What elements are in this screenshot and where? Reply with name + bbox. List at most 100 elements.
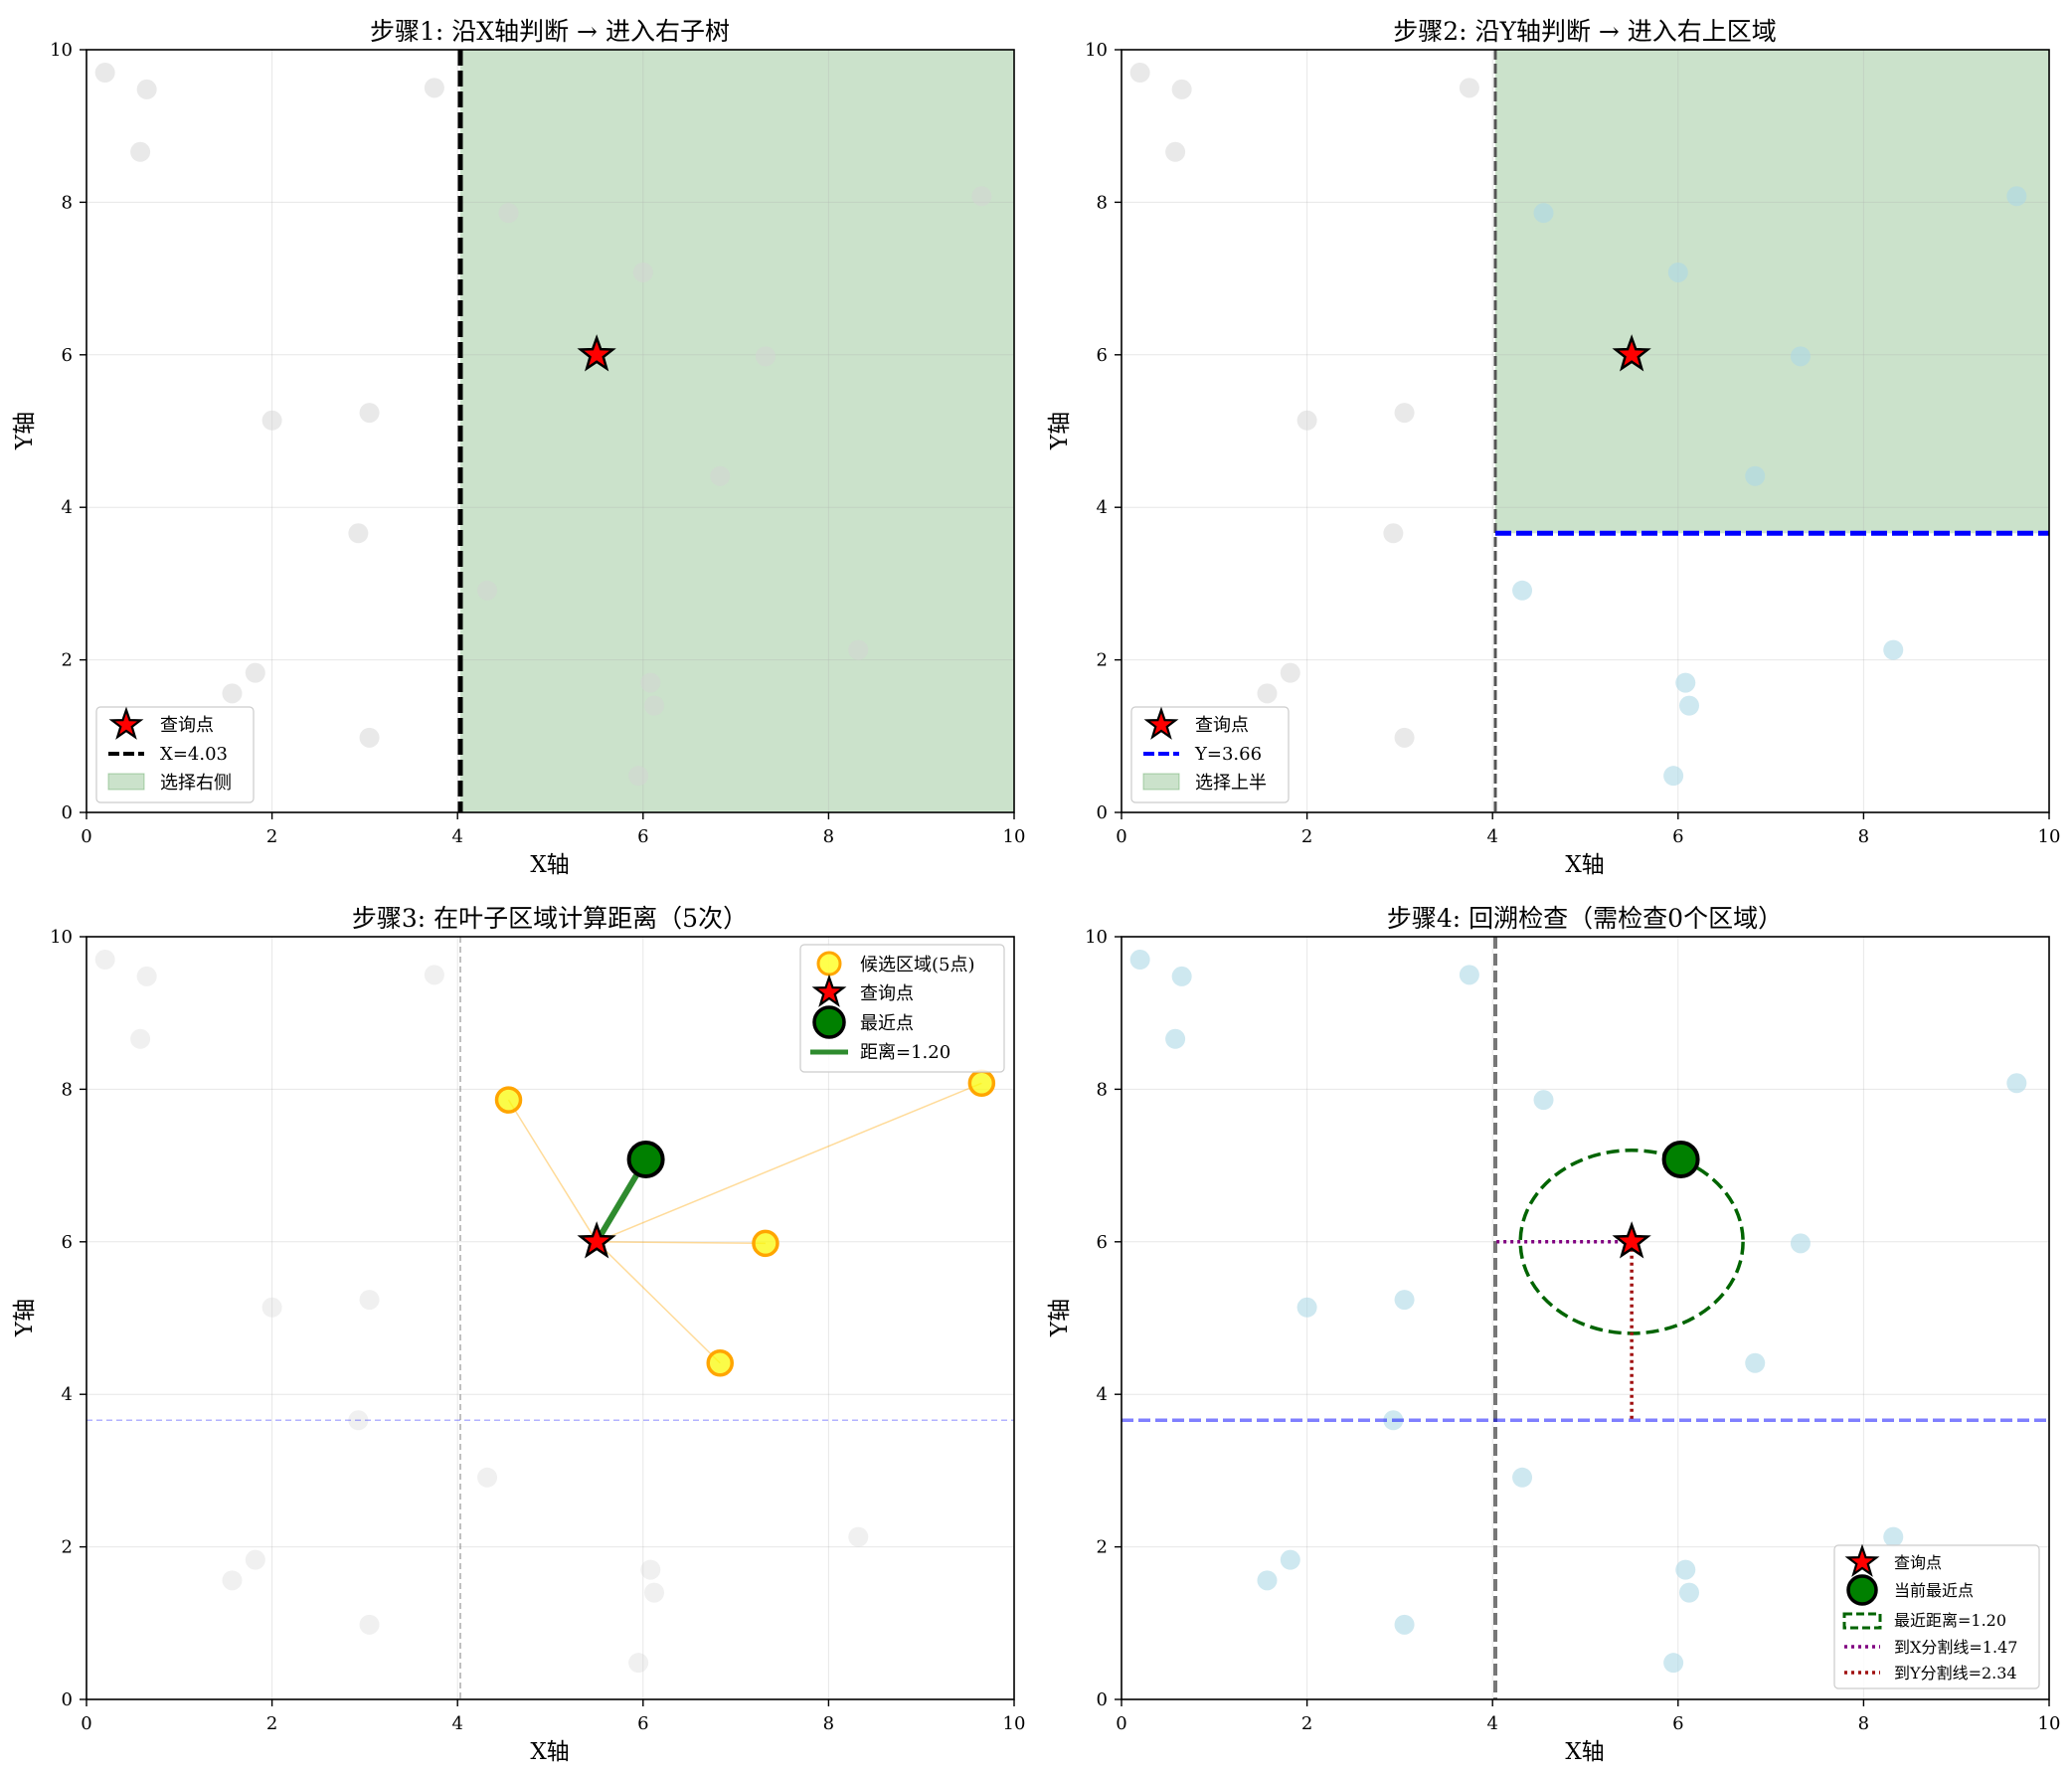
y-tick-label: 10 [1085,40,1108,61]
x-tick-label: 10 [2038,826,2061,847]
data-point [755,346,776,367]
legend-fill-swatch-icon [107,773,145,791]
data-point [640,672,661,693]
x-tick-label: 8 [823,1713,834,1734]
y-tick-label: 0 [62,1689,73,1710]
data-point [1663,1653,1684,1674]
x-tick-label: 0 [1116,1713,1126,1734]
x-tick-label: 6 [637,1713,648,1734]
y-tick-label: 2 [62,650,73,671]
panel2-points [1129,63,2027,787]
panel-step2: 00 2 2 4 4 6 6 8 8 10 10 步骤2: 沿Y轴判断 → 进入右上区域 X轴 Y轴… [1047,17,2060,878]
y-tick-label: 6 [1097,1232,1108,1253]
x-tick-label: 0 [1116,826,1126,847]
data-point [1459,965,1479,985]
data-point [498,203,519,224]
data-point [245,1549,265,1570]
legend-label-candidates: 候选区域(5点) [860,955,975,975]
legend-box [1833,1544,2040,1689]
data-point [1296,1297,1317,1318]
panel4-xlabel: X轴 [1565,1739,1604,1765]
data-point [222,683,243,704]
panel3-ylabel: Y轴 [12,1299,38,1337]
legend-label-fill: 选择右侧 [160,773,232,794]
legend-label-query: 查询点 [1894,1553,1942,1572]
data-point [1171,966,1192,986]
query-star-icon [1612,1221,1651,1259]
panel1-xlabel: X轴 [530,852,569,878]
legend-label-radius: 最近距离=1.20 [1894,1611,2006,1630]
legend-label-fill: 选择上半 [1195,773,1267,794]
x-tick-label: 4 [451,1713,462,1734]
x-tick-label: 2 [266,1713,277,1734]
legend-label-dist-y: 到Y分割线=2.34 [1894,1664,2017,1683]
x-tick-label: 6 [1672,1713,1683,1734]
panel2-xlabel: X轴 [1565,852,1604,878]
data-point [359,403,380,424]
x-tick-label: 8 [1858,1713,1869,1734]
legend-label-split: X=4.03 [160,744,228,765]
data-point [94,950,115,971]
data-point [1533,1090,1554,1111]
panel4-ylabel: Y轴 [1047,1299,1073,1337]
y-tick-label: 10 [1085,927,1108,948]
legend-nearest-icon [1846,1574,1878,1606]
query-star-icon [577,1221,616,1259]
distance-line [597,1241,766,1245]
x-tick-label: 0 [81,826,91,847]
data-point [628,1653,649,1674]
legend-box [95,706,255,803]
data-point [1745,465,1766,486]
y-tick-label: 2 [62,1537,73,1558]
legend-star-icon [108,706,144,740]
data-point [1533,203,1554,224]
panel2-axes-frame [1121,49,2050,813]
x-tick-label: 10 [1003,826,1026,847]
data-point [1280,1549,1300,1570]
y-tick-label: 2 [1097,650,1108,671]
legend-nearest-icon [812,1005,846,1039]
data-point [1394,727,1415,748]
panel4-marks [1612,1140,1700,1259]
panel4-points [1129,950,2027,1674]
legend-label-nearest: 最近点 [860,1013,914,1034]
data-point [640,1559,661,1580]
data-point [1883,1526,1904,1547]
y-tick-label: 4 [1097,497,1108,518]
x-tick-label: 6 [1672,826,1683,847]
data-point [261,410,282,431]
data-point [2006,186,2027,207]
panel3-marks [494,1069,996,1377]
y-tick-label: 8 [62,1079,73,1100]
panel2-marks [1612,334,1651,372]
data-point [1790,1233,1811,1254]
data-point [1512,580,1533,601]
legend-star-icon [811,974,847,1007]
data-point [359,1290,380,1311]
legend-box [1130,706,1290,803]
legend-circle-icon [1842,1612,1882,1630]
data-point [643,1582,664,1603]
panel4-ticks: 00 2 2 4 4 6 6 8 8 10 10 [1085,927,2060,1734]
panel4-title: 步骤4: 回溯检查（需检查0个区域） [1387,904,1783,933]
right-region-fill [459,50,1014,812]
data-point [424,965,444,985]
data-point [2006,1073,2027,1094]
data-point [710,465,731,486]
legend-label-split: Y=3.66 [1194,744,1262,765]
panel2-title: 步骤2: 沿Y轴判断 → 进入右上区域 [1393,17,1777,46]
data-point [1678,695,1699,716]
panel2-fill-layer [1494,50,2049,534]
data-point [359,727,380,748]
data-point [1512,1467,1533,1488]
data-point [632,262,653,282]
x-tick-label: 2 [1301,1713,1312,1734]
candidate-point [967,1069,996,1098]
y-tick-label: 4 [62,497,73,518]
panel1-points [94,63,992,787]
panel1-marks [577,334,616,372]
y-tick-label: 0 [62,802,73,823]
